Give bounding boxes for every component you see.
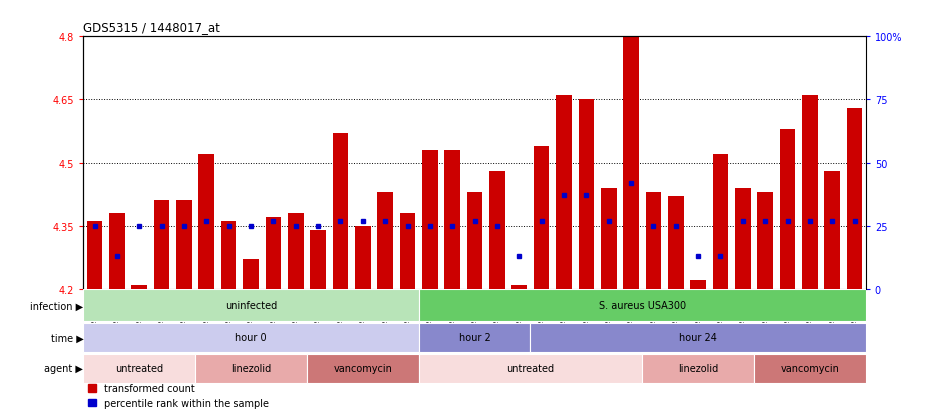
Bar [198,155,214,289]
Bar [377,192,393,289]
Bar [131,285,147,289]
Bar [422,151,438,289]
Bar [757,192,773,289]
Text: vancomycin: vancomycin [333,363,393,374]
Bar [735,188,751,289]
Bar [419,323,531,353]
Text: agent ▶: agent ▶ [44,363,83,374]
Text: GDS5315 / 1448017_at: GDS5315 / 1448017_at [83,21,220,33]
Bar [824,171,840,289]
Bar [332,134,348,289]
Bar [557,96,572,289]
Text: hour 24: hour 24 [679,332,717,343]
Bar [802,96,818,289]
Bar [531,323,866,353]
Text: time ▶: time ▶ [51,332,83,343]
Bar [690,281,706,289]
Text: uninfected: uninfected [225,301,277,311]
Bar [355,226,370,289]
Bar [83,289,866,413]
Bar [754,354,866,383]
Bar [400,214,416,289]
Bar [244,260,259,289]
Bar [489,171,505,289]
Bar [645,192,661,289]
Text: infection ▶: infection ▶ [31,301,83,311]
Bar [307,354,419,383]
Bar [511,285,527,289]
Bar [83,290,419,321]
Bar [288,214,304,289]
Bar [533,146,549,289]
Bar [419,354,643,383]
Legend: transformed count, percentile rank within the sample: transformed count, percentile rank withi… [88,383,269,408]
Bar [83,354,195,383]
Bar [419,290,866,321]
Text: linezolid: linezolid [678,363,719,374]
Bar [444,151,460,289]
Bar [579,100,594,289]
Text: hour 2: hour 2 [458,332,491,343]
Text: S. aureus USA300: S. aureus USA300 [599,301,686,311]
Bar [109,214,125,289]
Text: untreated: untreated [507,363,555,374]
Bar [195,354,307,383]
Bar [780,130,795,289]
Text: untreated: untreated [115,363,163,374]
Bar [643,354,754,383]
Bar [310,230,326,289]
Bar [176,201,192,289]
Bar [623,37,639,289]
Bar [601,188,617,289]
Text: vancomycin: vancomycin [781,363,839,374]
Bar [154,201,169,289]
Bar [668,197,683,289]
Bar [87,222,103,289]
Bar [467,192,482,289]
Bar [846,109,862,289]
Bar [713,155,729,289]
Bar [83,323,419,353]
Bar [220,222,236,289]
Bar [266,218,282,289]
Text: hour 0: hour 0 [235,332,267,343]
Text: linezolid: linezolid [231,363,271,374]
